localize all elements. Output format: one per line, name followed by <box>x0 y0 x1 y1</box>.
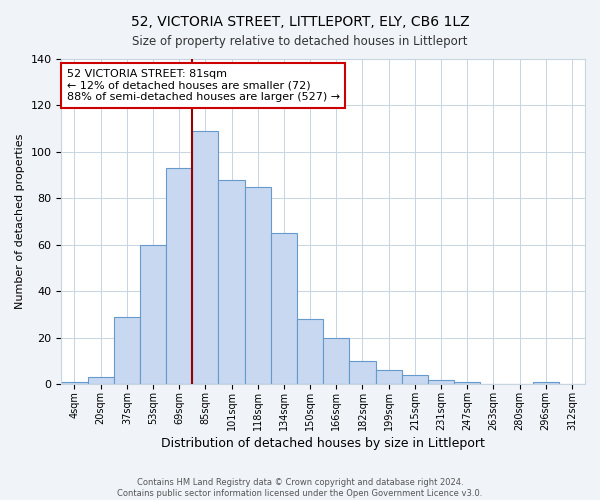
Text: 52, VICTORIA STREET, LITTLEPORT, ELY, CB6 1LZ: 52, VICTORIA STREET, LITTLEPORT, ELY, CB… <box>131 15 469 29</box>
Text: Size of property relative to detached houses in Littleport: Size of property relative to detached ho… <box>132 35 468 48</box>
Bar <box>428 380 454 384</box>
Bar <box>454 382 480 384</box>
Bar <box>193 131 218 384</box>
Bar <box>376 370 402 384</box>
Bar <box>140 245 166 384</box>
Text: 52 VICTORIA STREET: 81sqm
← 12% of detached houses are smaller (72)
88% of semi-: 52 VICTORIA STREET: 81sqm ← 12% of detac… <box>67 69 340 102</box>
Bar <box>533 382 559 384</box>
Bar <box>297 320 323 384</box>
Bar <box>218 180 245 384</box>
Bar <box>61 382 88 384</box>
Bar <box>349 361 376 384</box>
Bar <box>323 338 349 384</box>
Bar <box>245 187 271 384</box>
Bar <box>114 317 140 384</box>
X-axis label: Distribution of detached houses by size in Littleport: Distribution of detached houses by size … <box>161 437 485 450</box>
Text: Contains HM Land Registry data © Crown copyright and database right 2024.
Contai: Contains HM Land Registry data © Crown c… <box>118 478 482 498</box>
Y-axis label: Number of detached properties: Number of detached properties <box>15 134 25 310</box>
Bar <box>88 378 114 384</box>
Bar <box>402 375 428 384</box>
Bar <box>271 234 297 384</box>
Bar <box>166 168 193 384</box>
